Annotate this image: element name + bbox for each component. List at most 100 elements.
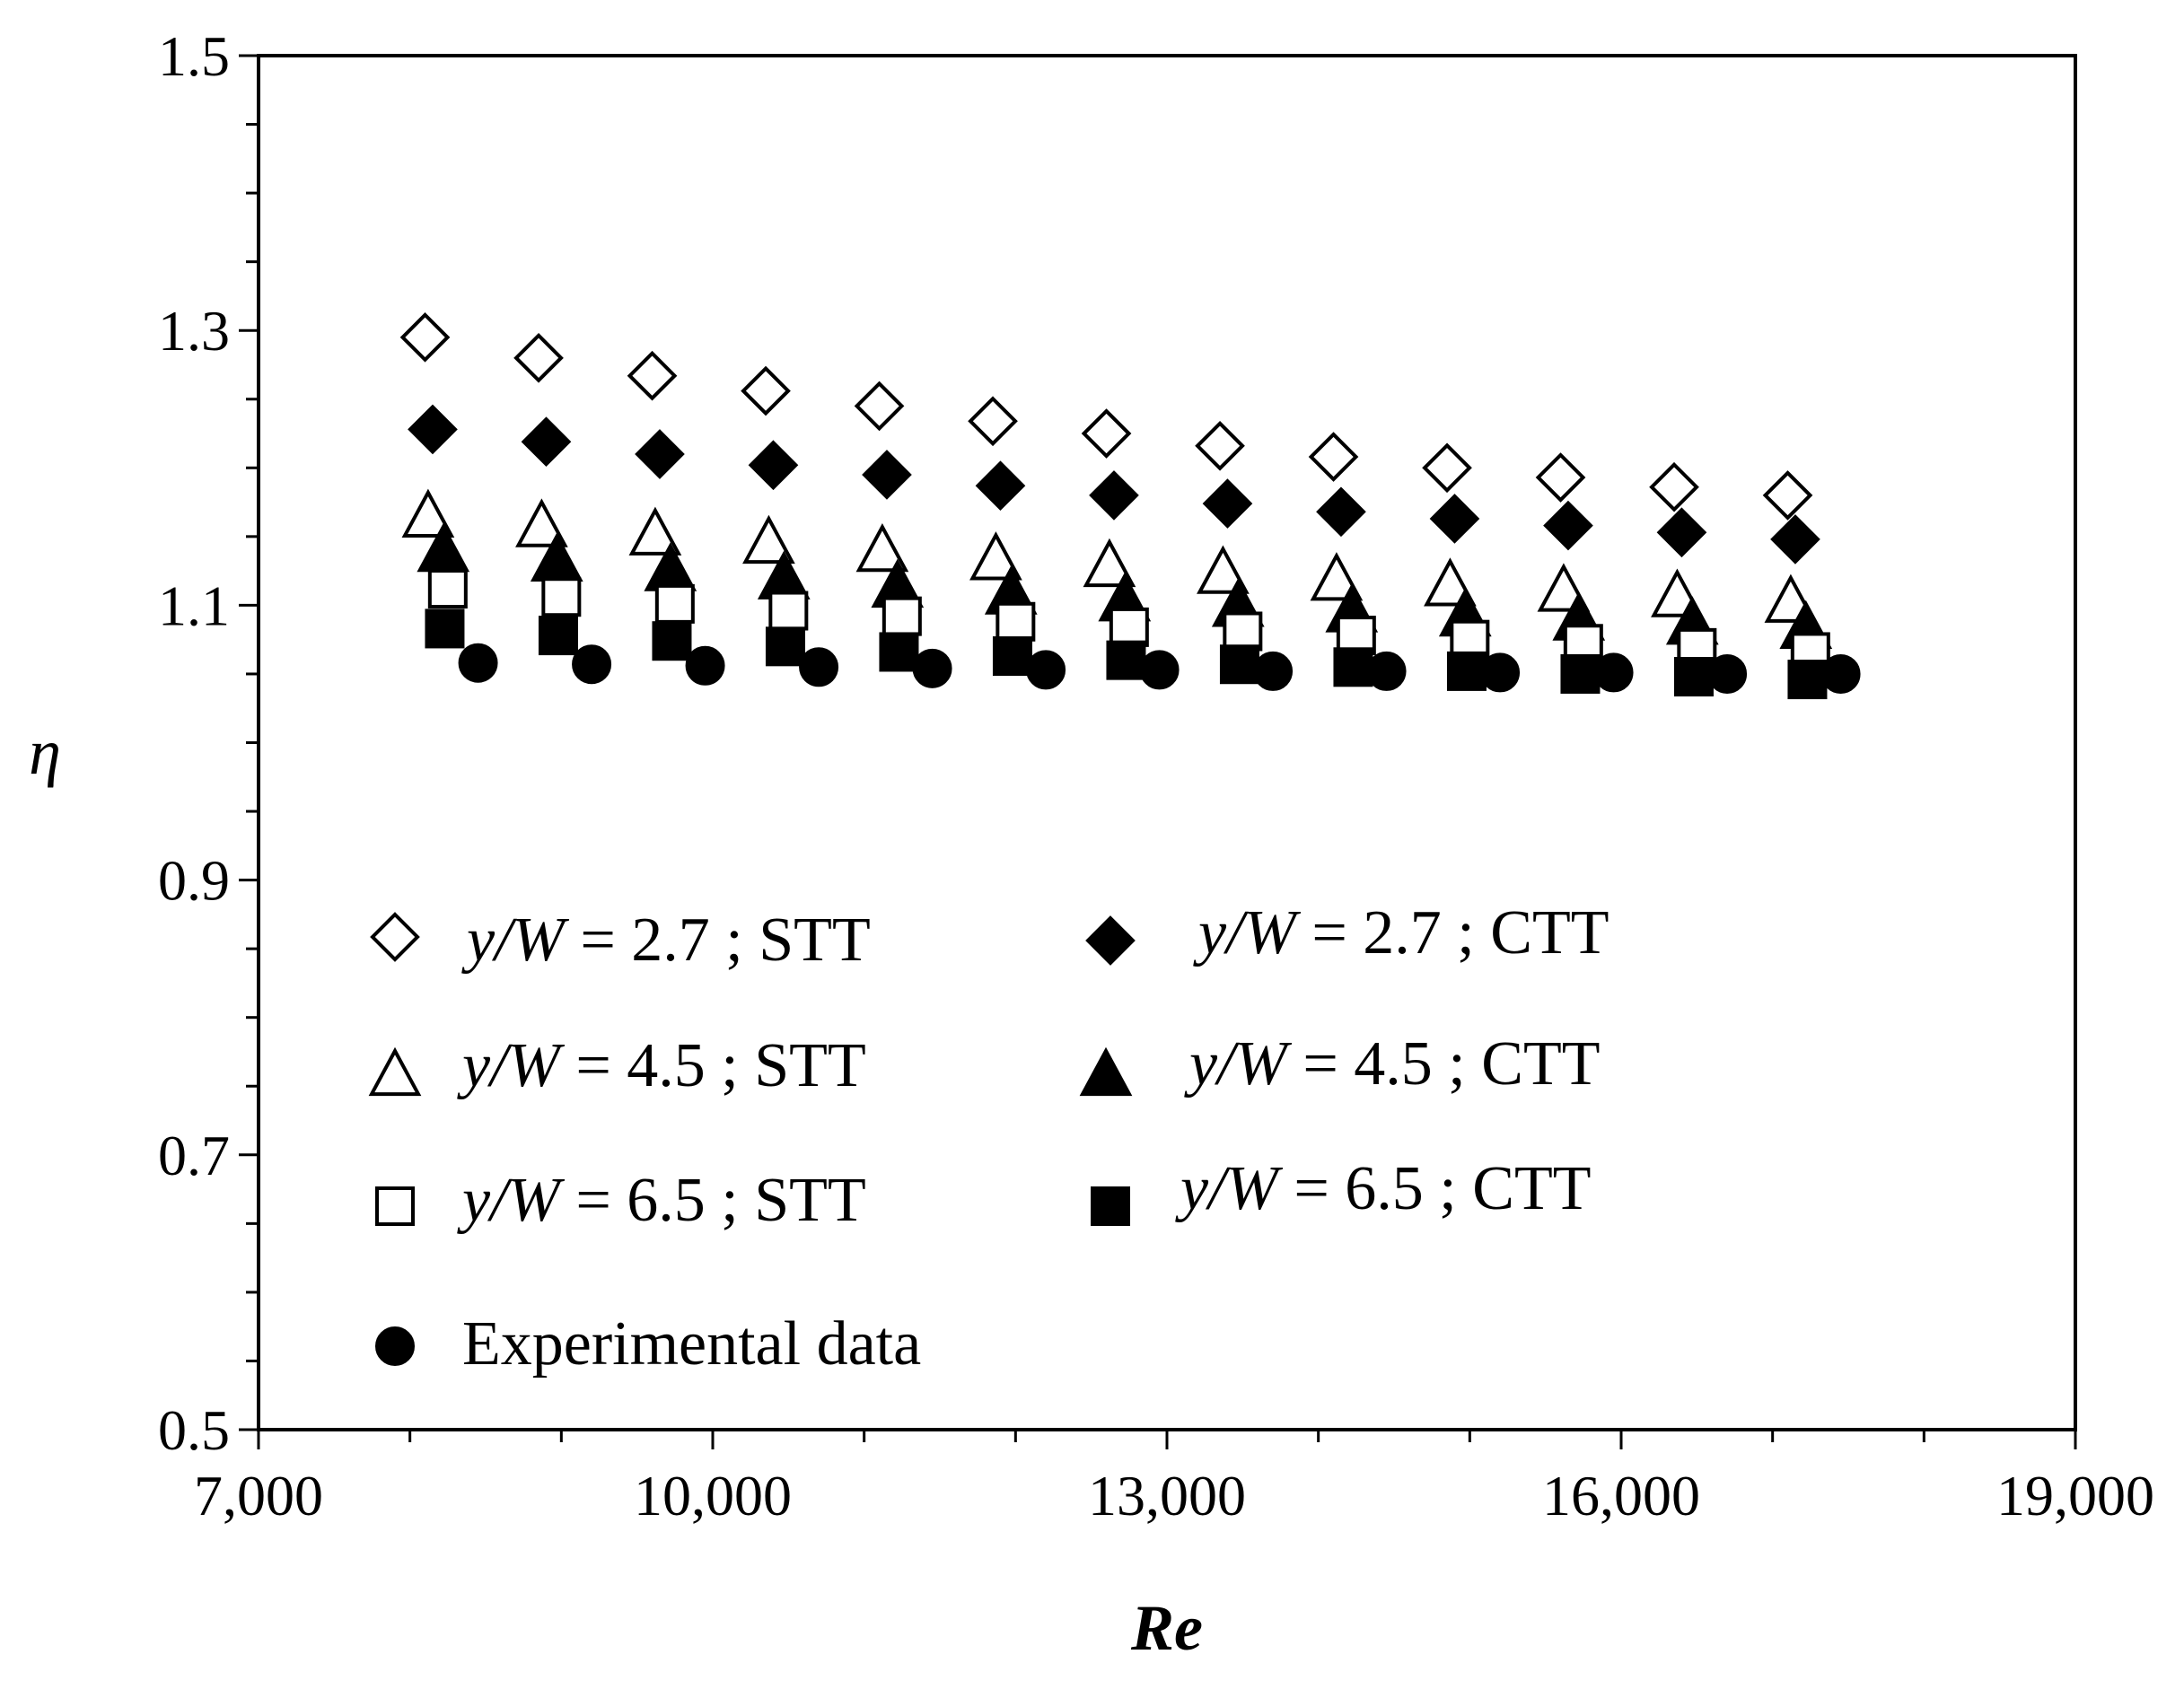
data-point	[855, 522, 909, 573]
legend-item: y/W = 4.5 ; STT	[368, 1031, 866, 1100]
y-tick-label: 1.3	[158, 299, 230, 363]
data-point	[458, 643, 498, 683]
legend-label-text: = 2.7 ; CTT	[1296, 898, 1609, 967]
data-point	[427, 569, 468, 609]
y-tick-label: 1.5	[158, 24, 230, 88]
legend-label: y/W = 4.5 ; CTT	[1184, 1029, 1600, 1098]
data-point	[748, 440, 799, 491]
y-tick-label: 0.7	[158, 1124, 230, 1187]
data-point	[1308, 432, 1359, 482]
x-tick-label: 10,000	[634, 1464, 792, 1527]
data-point	[1197, 545, 1250, 594]
legend-label: Experimental data	[462, 1309, 921, 1379]
legend-label-var: y/W	[457, 1031, 566, 1100]
y-axis-tick-labels: 0.5 0.7 0.9 1.1 1.3 1.5	[158, 24, 230, 1462]
data-point	[1656, 507, 1707, 558]
data-point	[1310, 552, 1364, 601]
data-point	[1026, 650, 1066, 690]
y-tick-label: 0.5	[158, 1398, 230, 1462]
data-point	[1089, 470, 1139, 521]
legend-marker	[1091, 1186, 1130, 1226]
data-point	[881, 596, 922, 636]
data-point	[1333, 647, 1373, 687]
legend-label-var: y/W	[461, 906, 570, 975]
legend-item: y/W = 6.5 ; CTT	[1091, 1154, 1591, 1226]
x-tick-label: 16,000	[1542, 1464, 1700, 1527]
legend-marker	[1085, 915, 1136, 966]
data-point	[399, 312, 451, 363]
y-tick-label: 0.9	[158, 849, 230, 913]
series-0	[399, 312, 1813, 521]
data-point	[992, 636, 1032, 677]
data-point	[1480, 652, 1521, 693]
data-point	[1707, 653, 1748, 694]
legend-label: y/W = 6.5 ; CTT	[1175, 1154, 1591, 1223]
data-point	[513, 332, 564, 383]
x-axis-title: Re	[1130, 1592, 1203, 1664]
data-point	[425, 608, 465, 649]
legend-label: y/W = 2.7 ; CTT	[1193, 898, 1609, 967]
legend-item: y/W = 2.7 ; STT	[370, 906, 871, 975]
legend-label-var: y/W	[1184, 1029, 1293, 1098]
data-point	[1429, 494, 1480, 544]
data-point	[1223, 611, 1263, 652]
legend-label-var: y/W	[457, 1166, 566, 1235]
data-point	[541, 577, 582, 617]
x-tick-label: 19,000	[1996, 1464, 2154, 1527]
legend-item: y/W = 4.5 ; CTT	[1079, 1029, 1600, 1098]
data-point	[1083, 538, 1136, 588]
data-point	[627, 350, 678, 401]
series-layer	[399, 312, 1861, 700]
legend-item: y/W = 6.5 ; STT	[375, 1166, 866, 1235]
data-point	[1649, 461, 1699, 512]
legend-item: y/W = 2.7 ; CTT	[1085, 898, 1609, 967]
legend-marker	[370, 912, 420, 962]
data-point	[765, 626, 805, 667]
data-point	[1820, 653, 1861, 694]
data-point	[1673, 657, 1714, 697]
data-point	[968, 396, 1018, 447]
data-point	[912, 648, 952, 688]
data-point	[654, 583, 695, 624]
data-point	[1081, 408, 1132, 459]
data-point	[538, 616, 578, 656]
data-point	[1787, 660, 1828, 700]
data-point	[515, 498, 568, 547]
y-tick-label: 1.1	[158, 573, 230, 637]
legend-label-var: y/W	[1175, 1154, 1284, 1223]
data-point	[1560, 653, 1601, 694]
data-point	[1253, 651, 1294, 691]
legend-label-text: = 4.5 ; STT	[560, 1031, 866, 1100]
data-point	[996, 601, 1036, 642]
data-point	[862, 450, 912, 500]
series-5	[425, 608, 1828, 700]
data-point	[685, 645, 725, 686]
data-point	[768, 591, 809, 631]
legend-label-text: = 2.7 ; STT	[565, 906, 871, 975]
legend-label-text: Experimental data	[462, 1309, 921, 1379]
legend-label: y/W = 6.5 ; STT	[457, 1166, 866, 1235]
plot-area: 7,000 10,000 13,000 16,000 19,000 0.5 0.7 0.9 1…	[158, 24, 2154, 1527]
data-point	[854, 381, 905, 432]
x-axis-tick-labels: 7,000 10,000 13,000 16,000 19,000	[194, 1464, 2154, 1527]
data-point	[408, 404, 458, 455]
y-axis-title: η	[29, 716, 61, 788]
series-1	[408, 404, 1820, 565]
data-point	[635, 429, 685, 479]
legend-marker	[368, 1046, 422, 1097]
legend-marker	[375, 1326, 415, 1366]
x-axis-ticks	[257, 1430, 2077, 1449]
data-point	[628, 506, 682, 556]
legend-marker	[375, 1186, 415, 1226]
data-point	[572, 644, 612, 685]
legend-item: Experimental data	[375, 1309, 921, 1379]
data-point	[975, 460, 1026, 512]
data-point	[1106, 640, 1146, 680]
x-tick-label: 13,000	[1088, 1464, 1246, 1527]
data-point	[1593, 652, 1634, 693]
data-point	[1424, 557, 1477, 607]
data-point	[1446, 651, 1487, 691]
data-point	[1366, 651, 1407, 691]
